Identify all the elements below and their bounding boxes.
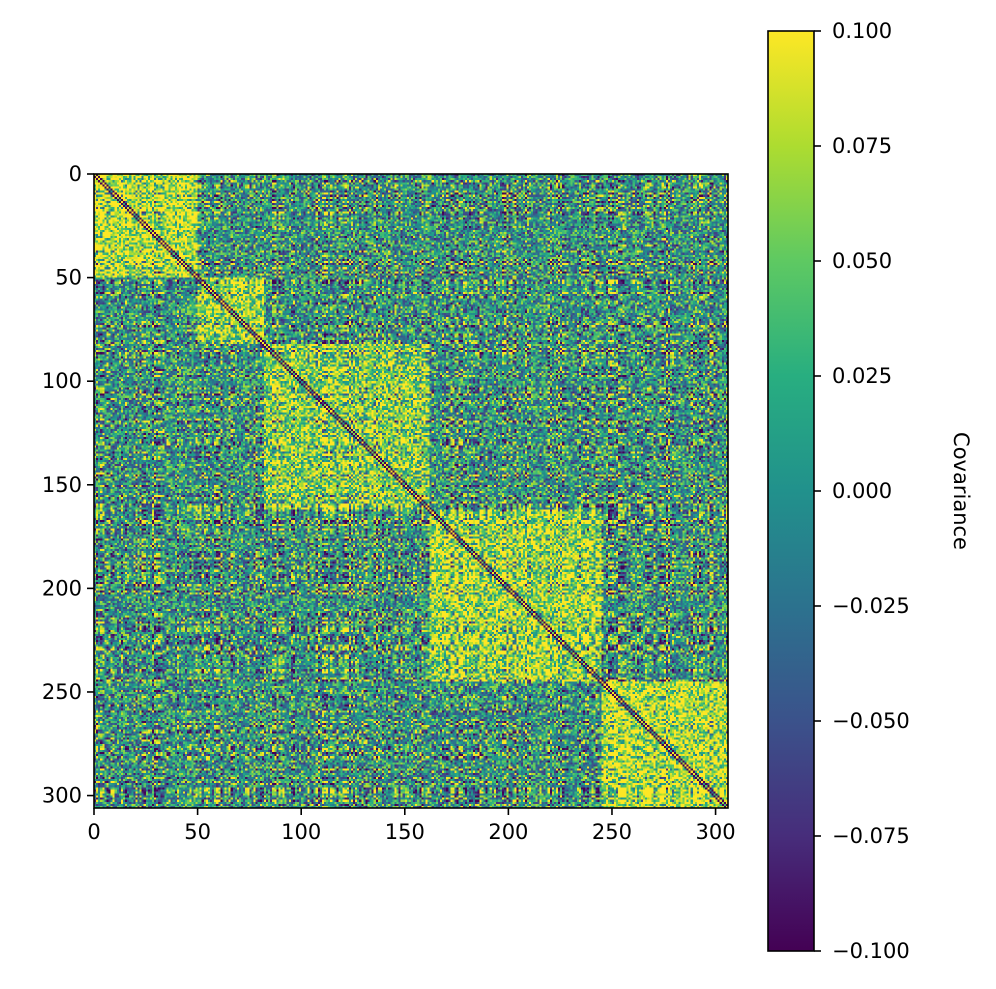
colorbar-tick-label: −0.075: [832, 824, 910, 848]
x-tick-label: 200: [488, 820, 528, 844]
colorbar-tick-label: −0.100: [832, 939, 910, 963]
colorbar-label: Covariance: [949, 432, 973, 550]
x-tick-label: 300: [696, 820, 736, 844]
colorbar-gradient: [768, 31, 814, 951]
x-tick-label: 250: [592, 820, 632, 844]
y-tick-label: 250: [42, 680, 82, 704]
x-tick-label: 50: [184, 820, 211, 844]
colorbar-tick-label: 0.000: [832, 479, 892, 503]
y-tick-label: 150: [42, 473, 82, 497]
y-tick-label: 100: [42, 369, 82, 393]
x-axis: 0 50 100 150 200 250 300: [87, 808, 736, 844]
y-tick-label: 200: [42, 576, 82, 600]
y-tick-label: 50: [55, 266, 82, 290]
colorbar-tick-label: 0.025: [832, 364, 892, 388]
colorbar-tick-label: 0.075: [832, 134, 892, 158]
x-tick-label: 0: [87, 820, 100, 844]
y-tick-label: 300: [42, 784, 82, 808]
colorbar-tick-label: 0.050: [832, 249, 892, 273]
colorbar-tick-label: 0.100: [832, 19, 892, 43]
heatmap-image: [94, 174, 728, 808]
colorbar-tick-label: −0.050: [832, 709, 910, 733]
x-tick-label: 150: [385, 820, 425, 844]
x-tick-label: 100: [281, 820, 321, 844]
heatmap-plot-area: [93, 173, 729, 809]
heatmap-frame: [93, 173, 729, 809]
colorbar-tick-label: −0.025: [832, 594, 910, 618]
colorbar: 0.100 0.075 0.050 0.025 0.000 −0.025 −0.050 −0.…: [767, 19, 973, 963]
y-tick-label: 0: [69, 162, 82, 186]
colorbar-ticks: 0.100 0.075 0.050 0.025 0.000 −0.025 −0.050 −0.…: [814, 19, 910, 963]
y-axis: 0 50 100 150 200 250 300: [42, 162, 94, 808]
